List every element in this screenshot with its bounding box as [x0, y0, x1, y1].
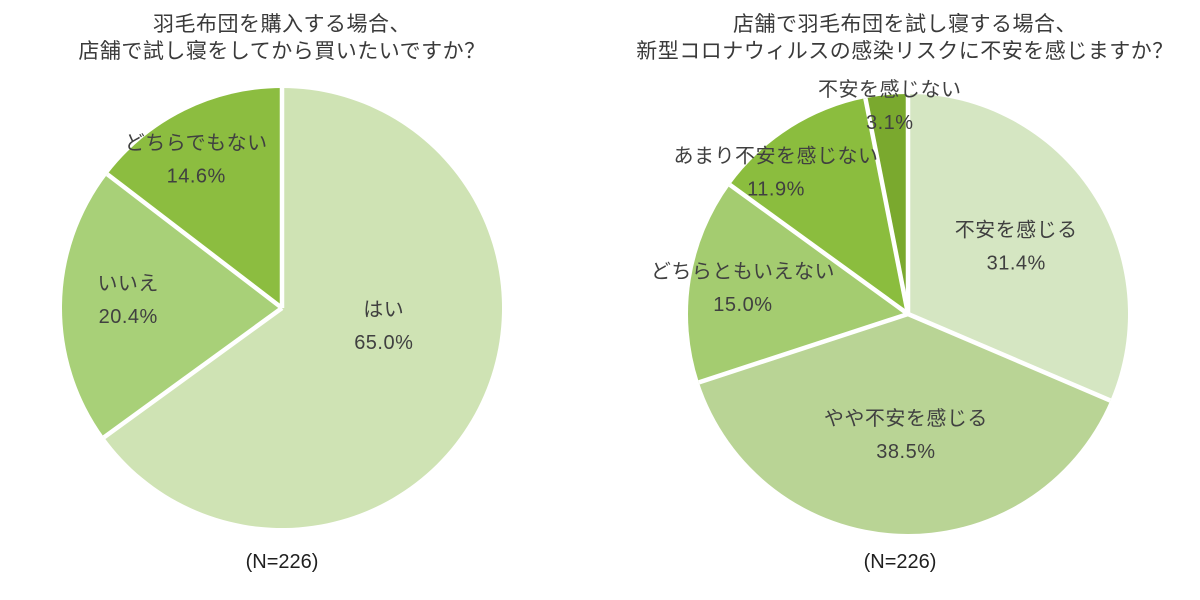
slice-separator — [698, 311, 909, 385]
slice-percent-2: 14.6% — [167, 165, 226, 187]
chart-title-line: 新型コロナウィルスの感染リスクに不安を感じますか？ — [636, 40, 1174, 63]
slice-percent-0: 31.4% — [987, 252, 1046, 274]
chart-title-line: 店舗で試し寝をしてから買いたいですか？ — [78, 40, 486, 63]
sample-size-caption-left: (N=226) — [245, 551, 319, 573]
slice-label-2: どちらともいえない — [651, 260, 835, 283]
chart-title-line: 羽毛布団を購入する場合、 — [153, 13, 411, 36]
slice-percent-1: 38.5% — [876, 441, 935, 463]
pie-slice-1 — [698, 314, 1111, 534]
pie-slice-3 — [729, 98, 908, 314]
slice-label-3: あまり不安を感じない — [674, 144, 879, 167]
slice-label-0: 不安を感じる — [955, 218, 1078, 241]
slice-percent-4: 3.1% — [866, 112, 914, 134]
pie-chart-left: はい 65.0% いいえ 20.4% どちらでもない 14.6% — [62, 88, 503, 528]
slice-label-0: はい — [363, 299, 404, 321]
slice-label-1: いいえ — [97, 273, 159, 295]
slice-percent-0: 65.0% — [354, 332, 413, 354]
slice-separator — [907, 311, 1112, 403]
slice-label-2: どちらでもない — [125, 131, 268, 154]
slice-separator — [863, 97, 911, 315]
slice-separator — [105, 172, 284, 310]
pie-chart-right: 不安を感じる 31.4% やや不安を感じる 38.5% どちらともいえない 15.0% あま… — [651, 78, 1128, 534]
slice-label-4: 不安を感じない — [818, 78, 962, 101]
slice-separator — [728, 183, 910, 316]
slice-percent-2: 15.0% — [713, 294, 772, 316]
slice-label-1: やや不安を感じる — [824, 407, 988, 430]
slice-separator — [102, 306, 284, 440]
pie-slice-2 — [107, 88, 282, 308]
pie-chart-section-right: 店舗で羽毛布団を試し寝する場合、 新型コロナウィルスの感染リスクに不安を感じます… — [600, 0, 1200, 600]
chart-title-right: 店舗で羽毛布団を試し寝する場合、 新型コロナウィルスの感染リスクに不安を感じます… — [605, 11, 1200, 65]
sample-size-caption-right: (N=226) — [863, 551, 937, 573]
pie-slice-2 — [688, 184, 908, 383]
slice-percent-1: 20.4% — [99, 306, 158, 328]
pie-chart-section-left: 羽毛布団を購入する場合、 店舗で試し寝をしてから買いたいですか？ はい 65.0%… — [0, 11, 582, 573]
chart-title-line: 店舗で羽毛布団を試し寝する場合、 — [733, 13, 1077, 36]
pie-slice-1 — [62, 174, 282, 438]
chart-title-left: 羽毛布団を購入する場合、 店舗で試し寝をしてから買いたいですか？ — [0, 11, 582, 65]
pie-slice-0 — [104, 88, 503, 528]
slice-percent-3: 11.9% — [747, 178, 805, 200]
pie-slice-0 — [908, 94, 1128, 401]
